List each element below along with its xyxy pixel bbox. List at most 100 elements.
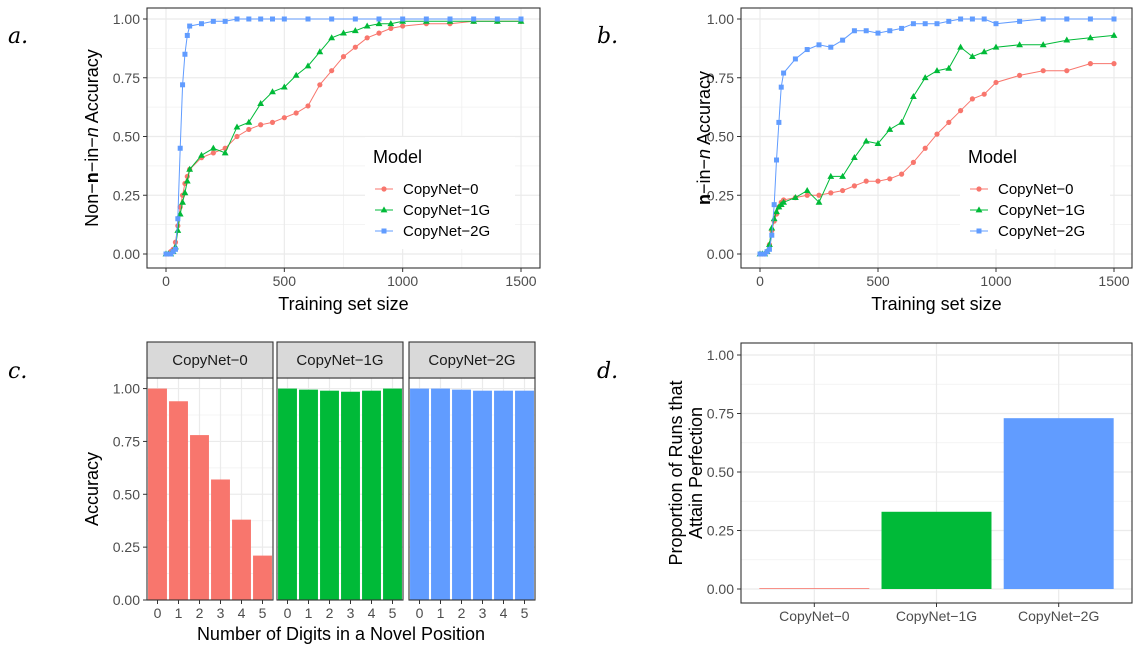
legend-label: CopyNet−2G	[403, 223, 490, 240]
data-point	[199, 21, 204, 27]
y-tick-label: 0.75	[707, 406, 734, 422]
bar	[169, 401, 188, 600]
x-tick-label: CopyNet−2G	[1018, 608, 1099, 624]
series-line-copynet-2g	[760, 18, 1114, 255]
legend-label: CopyNet−1G	[998, 202, 1085, 219]
data-point	[269, 119, 276, 125]
y-axis-title: n−in−n Accuracy	[694, 71, 714, 205]
y-axis-title-line: Attain Perfection	[686, 407, 706, 539]
x-tick-label: 0	[416, 605, 424, 621]
x-tick-label: 1	[175, 605, 183, 621]
data-point	[851, 183, 858, 189]
data-point	[340, 29, 347, 36]
data-point	[258, 122, 264, 128]
data-point	[958, 108, 964, 114]
data-point	[969, 16, 975, 22]
data-point	[945, 64, 953, 71]
data-point	[329, 16, 335, 22]
y-axis-title-variable: n	[82, 172, 102, 183]
legend: Model CopyNet−0 CopyNet−1G CopyNet−2G	[960, 137, 1110, 249]
data-point	[221, 149, 229, 156]
data-point	[993, 79, 999, 86]
data-point	[363, 22, 371, 29]
facet-strip	[146, 341, 274, 379]
data-point	[803, 186, 811, 193]
data-point	[209, 144, 217, 151]
data-point	[258, 16, 264, 22]
series-line-copynet-1g	[166, 20, 521, 255]
plot-border	[146, 7, 541, 269]
data-point	[180, 82, 186, 88]
x-tick-label: 5	[389, 605, 397, 621]
panel-letter-b: b.	[597, 24, 618, 49]
data-point	[766, 241, 773, 247]
facet-copynet-1g: 0 1 2 3 4 5 CopyNet−1G	[276, 341, 404, 621]
data-point	[980, 48, 988, 55]
y-tick-label: 0.50	[113, 486, 140, 502]
data-point	[774, 157, 780, 163]
bar	[299, 389, 318, 600]
y-axis-title-part: Accuracy	[82, 49, 102, 127]
data-point	[792, 56, 798, 62]
data-point	[804, 47, 810, 53]
x-tick-label: 5	[259, 605, 267, 621]
bar	[278, 388, 297, 600]
facet-strip	[276, 341, 404, 379]
legend-key-marker	[976, 186, 982, 192]
bar	[341, 391, 360, 600]
series-copynet-2g	[163, 16, 524, 257]
y-axis-title: Accuracy	[82, 452, 102, 526]
data-point	[934, 21, 940, 27]
data-point	[773, 208, 780, 215]
data-point	[771, 202, 777, 208]
panel-letter-a: a.	[8, 24, 28, 49]
x-tick-label: 2	[326, 605, 334, 621]
plot-border	[740, 342, 1133, 604]
x-tick-label: 1000	[980, 273, 1011, 289]
data-point	[181, 189, 189, 196]
data-point	[992, 43, 1000, 50]
panel-b-line-chart: 0 500 1000 1500 0.00 0.25 0.50 0.75 1.00 Training…	[694, 7, 1133, 314]
legend: Model CopyNet−0 CopyNet−1G CopyNet−2G	[365, 137, 515, 249]
data-point	[210, 150, 216, 156]
data-point	[863, 178, 869, 184]
x-tick-label: 500	[273, 273, 297, 289]
data-point	[293, 110, 299, 116]
data-point	[281, 115, 287, 121]
data-point	[1063, 36, 1071, 43]
data-point	[1016, 41, 1023, 48]
bar	[452, 389, 471, 600]
legend-key-marker	[381, 228, 387, 234]
data-point	[233, 123, 241, 130]
y-tick-label: 0.25	[113, 187, 140, 203]
legend-key-marker	[976, 228, 982, 234]
x-tick-label: 3	[347, 605, 355, 621]
data-point	[257, 100, 265, 106]
x-axis-title: Training set size	[278, 294, 408, 314]
data-point	[922, 145, 928, 151]
legend-title: Model	[968, 147, 1017, 167]
data-point	[174, 226, 182, 233]
data-point	[840, 187, 846, 194]
x-axis-title: Training set size	[871, 294, 1001, 314]
x-tick-label: 2	[458, 605, 466, 621]
y-tick-label: 0.25	[113, 539, 140, 555]
data-point	[352, 16, 358, 22]
data-point	[329, 68, 335, 74]
data-point	[993, 21, 999, 27]
y-axis-title-part: Non−	[82, 183, 102, 227]
data-point	[1087, 61, 1093, 67]
data-point	[184, 32, 190, 38]
facet-copynet-2g: 0 1 2 3 4 5 CopyNet−2G	[408, 341, 536, 621]
y-axis-title-variable: n	[82, 127, 102, 137]
bar	[473, 390, 492, 600]
facet-strip-label: CopyNet−0	[172, 352, 247, 369]
data-point	[245, 118, 253, 125]
data-point	[183, 177, 191, 184]
data-point	[340, 54, 347, 60]
data-point	[317, 82, 323, 88]
bar	[383, 388, 402, 600]
data-point	[198, 151, 205, 158]
y-tick-label: 0.00	[707, 581, 734, 597]
